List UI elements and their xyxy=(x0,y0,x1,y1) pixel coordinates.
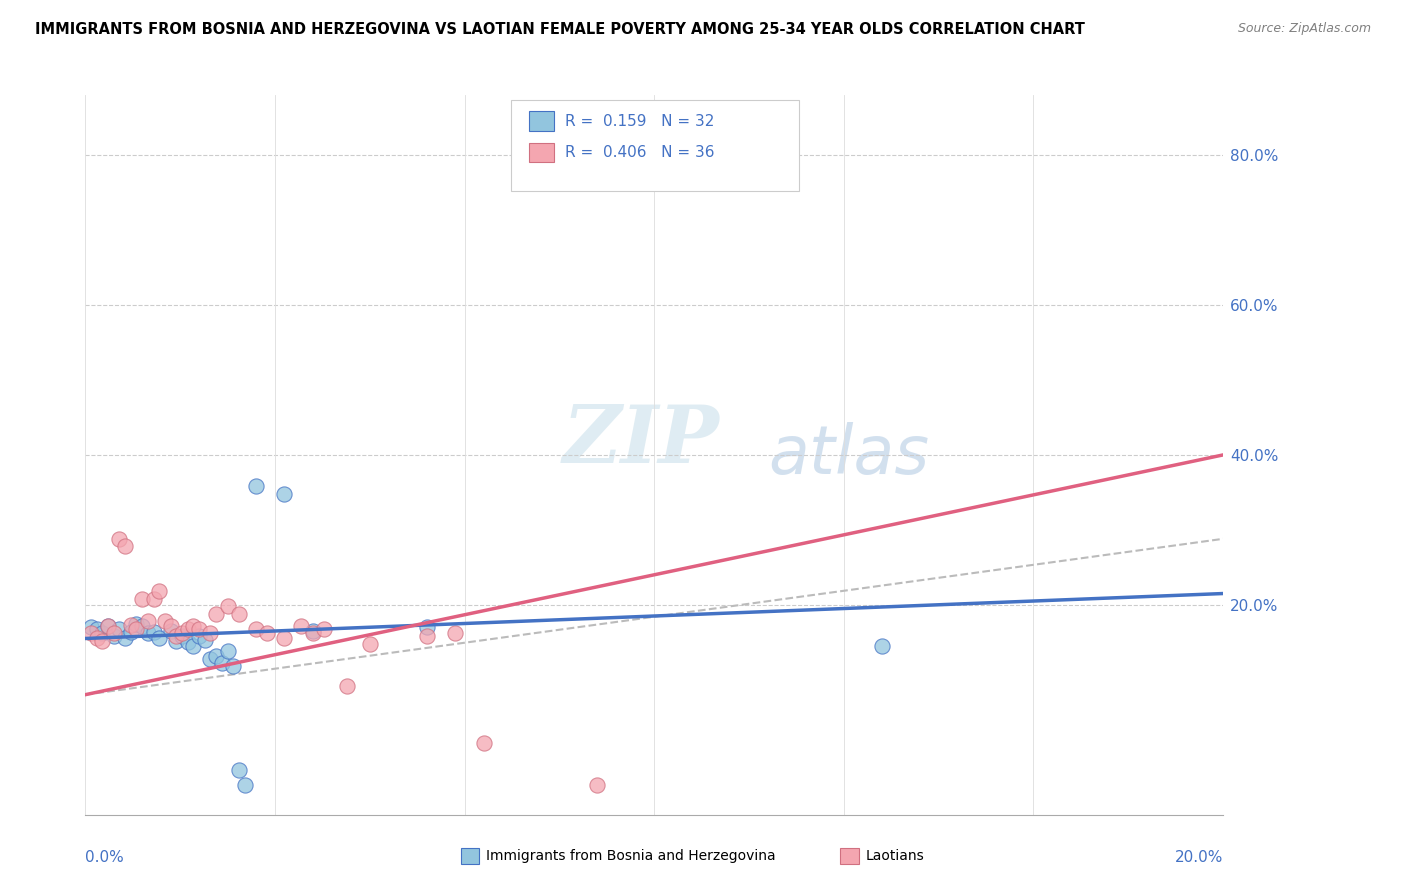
Point xyxy=(131,591,153,606)
Point xyxy=(108,532,131,546)
Point xyxy=(176,635,198,649)
Point xyxy=(91,633,114,648)
Point xyxy=(170,626,193,640)
Point xyxy=(302,624,325,638)
Text: Immigrants from Bosnia and Herzegovina: Immigrants from Bosnia and Herzegovina xyxy=(486,848,776,863)
Point xyxy=(228,763,250,777)
Text: Source: ZipAtlas.com: Source: ZipAtlas.com xyxy=(1237,22,1371,36)
Point xyxy=(217,644,239,658)
Text: 20.0%: 20.0% xyxy=(1174,850,1223,865)
Point xyxy=(142,591,165,606)
Point xyxy=(273,487,295,501)
Point xyxy=(165,633,187,648)
Point xyxy=(159,624,181,638)
Point xyxy=(114,632,136,646)
Text: IMMIGRANTS FROM BOSNIA AND HERZEGOVINA VS LAOTIAN FEMALE POVERTY AMONG 25-34 YEA: IMMIGRANTS FROM BOSNIA AND HERZEGOVINA V… xyxy=(35,22,1085,37)
Text: R =  0.159   N = 32: R = 0.159 N = 32 xyxy=(565,113,714,128)
Text: 0.0%: 0.0% xyxy=(86,850,124,865)
Text: R =  0.406   N = 36: R = 0.406 N = 36 xyxy=(565,145,716,160)
Point xyxy=(188,622,211,636)
Point xyxy=(103,629,125,643)
Point xyxy=(97,619,120,633)
Text: ZIP: ZIP xyxy=(564,401,720,479)
Point xyxy=(148,584,170,599)
Point xyxy=(472,736,495,750)
Point xyxy=(302,626,325,640)
Point xyxy=(165,629,187,643)
Point xyxy=(200,626,222,640)
Point xyxy=(188,629,211,643)
Text: atlas: atlas xyxy=(768,422,929,488)
Point xyxy=(200,651,222,665)
Point xyxy=(586,778,609,792)
Point xyxy=(114,539,136,553)
Point xyxy=(222,659,245,673)
Point xyxy=(273,632,295,646)
Point xyxy=(256,626,278,640)
Point xyxy=(125,622,148,636)
Point xyxy=(142,625,165,640)
Point xyxy=(80,626,103,640)
Point xyxy=(245,622,267,636)
Text: Laotians: Laotians xyxy=(866,848,924,863)
Point xyxy=(314,622,336,636)
Point xyxy=(336,679,359,693)
Point xyxy=(91,626,114,640)
Point xyxy=(153,614,176,628)
Point xyxy=(444,626,467,640)
Point xyxy=(86,622,108,636)
Point xyxy=(148,632,170,646)
Point xyxy=(870,639,893,653)
Point xyxy=(228,607,250,621)
Point xyxy=(205,607,228,621)
Point xyxy=(86,632,108,646)
Point xyxy=(131,619,153,633)
Point xyxy=(217,599,239,614)
Point xyxy=(245,479,267,493)
Point xyxy=(108,623,131,637)
Point xyxy=(194,632,217,647)
Point xyxy=(97,619,120,633)
Point xyxy=(211,657,233,671)
Point xyxy=(183,639,205,653)
Point xyxy=(359,637,381,651)
Point xyxy=(120,625,142,640)
Point xyxy=(136,614,159,628)
Point xyxy=(120,618,142,632)
Point xyxy=(183,619,205,633)
Point xyxy=(103,626,125,640)
Point xyxy=(170,629,193,643)
Point xyxy=(233,778,256,792)
Point xyxy=(176,622,198,636)
Point xyxy=(80,620,103,634)
Point xyxy=(205,648,228,663)
Point xyxy=(136,626,159,640)
Point xyxy=(415,629,437,643)
Point xyxy=(290,619,312,633)
Point xyxy=(159,619,181,633)
Point xyxy=(415,620,437,634)
Point xyxy=(125,616,148,631)
